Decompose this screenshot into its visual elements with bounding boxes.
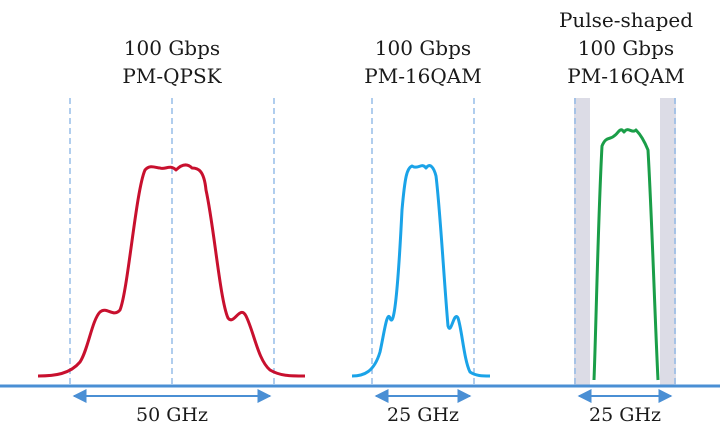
pulse-title-line-3: PM-16QAM bbox=[567, 64, 685, 88]
pulse-title: Pulse-shaped 100 Gbps PM-16QAM bbox=[552, 6, 700, 90]
16qam-title-line-2: PM-16QAM bbox=[364, 64, 482, 88]
guard-band-left bbox=[574, 98, 590, 386]
16qam-bandwidth-label: 25 GHz bbox=[387, 404, 459, 426]
qpsk-title-line-1: 100 Gbps bbox=[123, 36, 221, 60]
16qam-title-line-1: 100 Gbps bbox=[374, 36, 472, 60]
16qam-title: 100 Gbps PM-16QAM bbox=[350, 34, 496, 90]
pulse-bandwidth-label: 25 GHz bbox=[589, 404, 661, 426]
guard-band-right bbox=[660, 98, 676, 386]
pulse-title-line-2: 100 Gbps bbox=[577, 36, 675, 60]
qpsk-bandwidth-label: 50 GHz bbox=[136, 404, 208, 426]
qpsk-title: 100 Gbps PM-QPSK bbox=[102, 34, 242, 90]
qpsk-title-line-2: PM-QPSK bbox=[122, 64, 222, 88]
pulse-title-line-1: Pulse-shaped bbox=[558, 8, 694, 32]
guide-lines bbox=[69, 98, 676, 384]
qpsk-spectrum-curve bbox=[37, 163, 306, 378]
pulse-spectrum-curve bbox=[592, 128, 660, 381]
16qam-spectrum-curve bbox=[351, 164, 491, 378]
